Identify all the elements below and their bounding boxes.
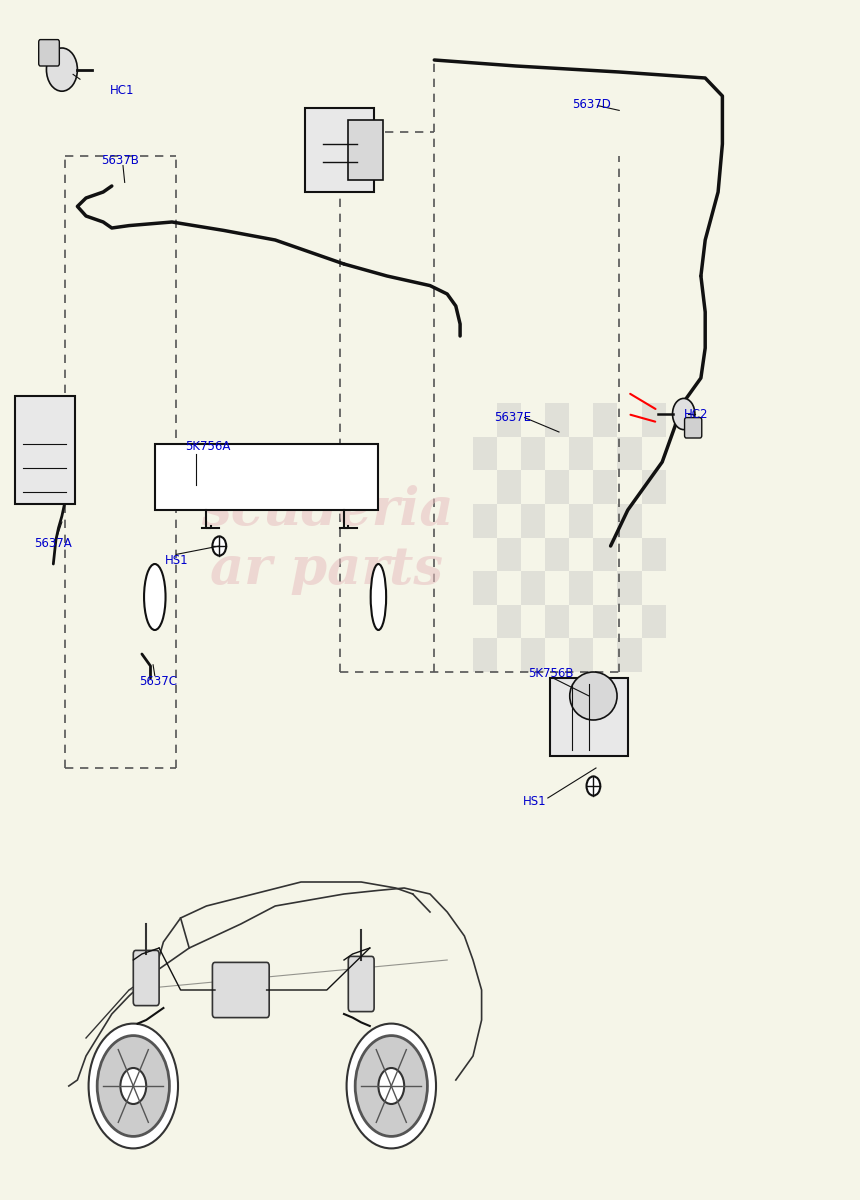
Bar [569, 504, 593, 538]
Text: 5637A: 5637A [34, 538, 72, 550]
Bar [497, 403, 521, 437]
Bar [305, 108, 374, 192]
Circle shape [347, 1024, 436, 1148]
Circle shape [355, 1036, 427, 1136]
Ellipse shape [371, 564, 386, 630]
Bar [521, 437, 545, 470]
Bar [545, 538, 569, 571]
Text: HS1: HS1 [165, 554, 188, 566]
FancyBboxPatch shape [39, 40, 59, 66]
Bar [617, 638, 642, 672]
FancyBboxPatch shape [348, 956, 374, 1012]
Circle shape [673, 398, 695, 430]
Bar [617, 571, 642, 605]
FancyBboxPatch shape [685, 418, 702, 438]
Bar [617, 437, 642, 470]
Bar [497, 605, 521, 638]
FancyBboxPatch shape [212, 962, 269, 1018]
Text: HC2: HC2 [684, 408, 708, 420]
Bar [473, 571, 497, 605]
Circle shape [587, 776, 600, 796]
Text: 5K756A: 5K756A [185, 440, 230, 452]
Circle shape [46, 48, 77, 91]
Bar [642, 403, 666, 437]
Circle shape [378, 1068, 404, 1104]
Bar [473, 437, 497, 470]
Text: 5637D: 5637D [572, 98, 611, 110]
Bar [569, 571, 593, 605]
Text: 5637B: 5637B [101, 155, 139, 167]
Bar [545, 470, 569, 504]
Ellipse shape [570, 672, 617, 720]
Circle shape [97, 1036, 169, 1136]
Bar [521, 638, 545, 672]
Bar [569, 437, 593, 470]
Bar [593, 538, 617, 571]
Bar [473, 638, 497, 672]
Bar [642, 605, 666, 638]
FancyBboxPatch shape [133, 950, 159, 1006]
Bar [593, 470, 617, 504]
Text: 5637E: 5637E [494, 412, 531, 424]
Ellipse shape [144, 564, 165, 630]
Bar [642, 538, 666, 571]
Circle shape [212, 536, 226, 556]
Circle shape [89, 1024, 178, 1148]
Bar [545, 403, 569, 437]
Bar [617, 504, 642, 538]
Bar [497, 538, 521, 571]
Text: HC1: HC1 [110, 84, 134, 96]
Text: HS1: HS1 [523, 796, 546, 808]
Bar [593, 403, 617, 437]
Bar [545, 605, 569, 638]
Bar [15, 396, 75, 504]
Bar [521, 504, 545, 538]
Text: 5637C: 5637C [139, 676, 177, 688]
Bar [550, 678, 628, 756]
Bar [497, 470, 521, 504]
Bar [593, 605, 617, 638]
Bar [642, 470, 666, 504]
Bar [521, 571, 545, 605]
Circle shape [120, 1068, 146, 1104]
Text: scuderia
ar parts: scuderia ar parts [200, 485, 453, 595]
Text: 5K756B: 5K756B [528, 667, 574, 679]
Bar [473, 504, 497, 538]
Bar [348, 120, 383, 180]
Bar [155, 444, 378, 510]
Bar [569, 638, 593, 672]
